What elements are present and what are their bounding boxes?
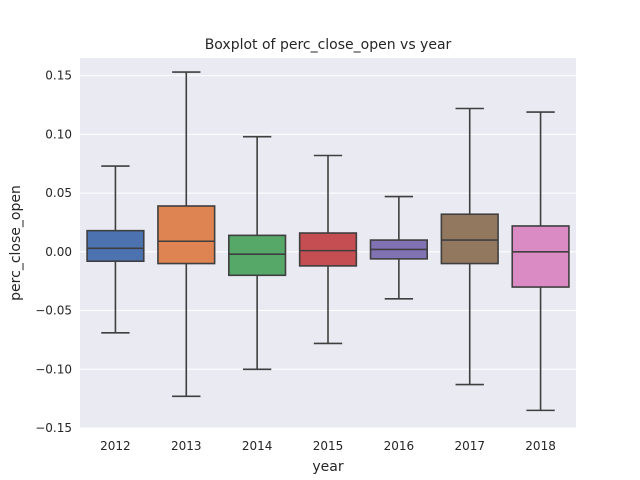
box-iqr bbox=[298, 232, 358, 267]
x-tick-label: 2018 bbox=[525, 439, 556, 453]
y-tick-label: 0.10 bbox=[45, 127, 72, 141]
box-iqr bbox=[228, 234, 287, 277]
x-tick-label: 2012 bbox=[100, 439, 131, 453]
box-2017 bbox=[440, 107, 499, 386]
x-tick-label: 2015 bbox=[313, 439, 344, 453]
y-tick-label: 0.15 bbox=[45, 69, 72, 83]
box-2013 bbox=[157, 71, 216, 398]
box-2016 bbox=[369, 195, 428, 300]
box-iqr bbox=[157, 205, 216, 265]
y-tick-label: −0.10 bbox=[35, 362, 72, 376]
x-tick-labels: 2012 2013 2014 2015 2016 2017 2018 bbox=[100, 439, 556, 453]
y-tick-label: −0.05 bbox=[35, 304, 72, 318]
box-iqr bbox=[86, 229, 145, 263]
x-tick-label: 2017 bbox=[454, 439, 485, 453]
y-axis-label: perc_close_open bbox=[8, 185, 24, 301]
y-tick-label: 0.05 bbox=[45, 186, 72, 200]
chart-title: Boxplot of perc_close_open vs year bbox=[205, 37, 452, 53]
box-2018 bbox=[511, 111, 570, 412]
box-iqr bbox=[511, 225, 570, 288]
box-2015 bbox=[298, 154, 358, 345]
box-iqr bbox=[440, 213, 499, 265]
x-tick-label: 2016 bbox=[384, 439, 415, 453]
box-2014 bbox=[228, 135, 287, 371]
y-tick-label: 0.00 bbox=[45, 245, 72, 259]
x-tick-label: 2013 bbox=[171, 439, 202, 453]
x-tick-label: 2014 bbox=[242, 439, 273, 453]
x-axis-label: year bbox=[312, 459, 343, 475]
y-tick-labels: −0.15 −0.10 −0.05 0.00 0.05 0.10 0.15 bbox=[35, 69, 72, 435]
y-tick-label: −0.15 bbox=[35, 421, 72, 435]
box-2012 bbox=[86, 165, 145, 334]
box-layer bbox=[86, 71, 570, 412]
